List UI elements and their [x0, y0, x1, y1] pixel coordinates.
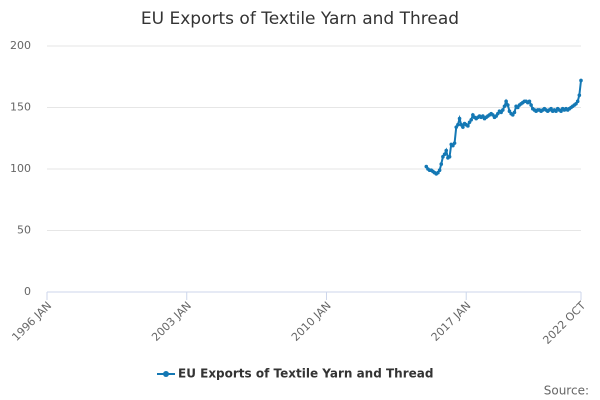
data-point	[506, 103, 510, 107]
data-point	[577, 93, 582, 97]
data-point	[439, 162, 444, 166]
data-point	[456, 122, 460, 127]
data-point	[575, 99, 580, 104]
x-tick-label: 2022 OCT	[540, 299, 588, 347]
data-point	[469, 118, 474, 122]
data-point	[442, 152, 447, 157]
x-tick-label: 2003 JAN	[149, 299, 194, 344]
data-point	[444, 148, 449, 153]
data-point	[579, 78, 583, 83]
y-tick-label: 0	[24, 285, 31, 298]
y-tick-label: 200	[10, 39, 31, 52]
y-tick-label: 100	[10, 162, 31, 175]
legend-marker	[163, 371, 169, 377]
data-point	[512, 110, 517, 115]
data-point	[457, 116, 462, 121]
x-tick-label: 2017 JAN	[429, 299, 474, 344]
x-tick-label: 2010 JAN	[289, 299, 334, 344]
data-point	[461, 125, 465, 129]
chart-title: EU Exports of Textile Yarn and Thread	[141, 9, 459, 29]
source: Source:	[544, 384, 589, 398]
data-point	[527, 99, 532, 104]
x-tick-label: 1996 JAN	[9, 299, 54, 344]
y-tick-label: 50	[17, 224, 31, 237]
data-point	[452, 141, 457, 145]
data-point	[529, 103, 533, 107]
data-point	[466, 124, 470, 128]
y-tick-label: 150	[10, 101, 31, 114]
series-line	[425, 80, 582, 176]
data-point	[504, 99, 508, 104]
data-point	[502, 104, 507, 109]
data-point	[437, 168, 442, 173]
data-point	[447, 154, 452, 159]
data-point	[501, 108, 505, 112]
legend-label: EU Exports of Textile Yarn and Thread	[178, 367, 433, 381]
